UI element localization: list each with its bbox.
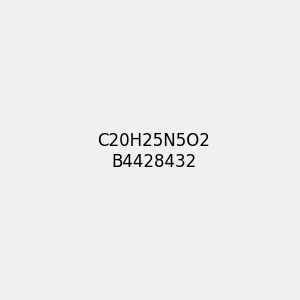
Text: C20H25N5O2
B4428432: C20H25N5O2 B4428432 bbox=[97, 132, 210, 171]
